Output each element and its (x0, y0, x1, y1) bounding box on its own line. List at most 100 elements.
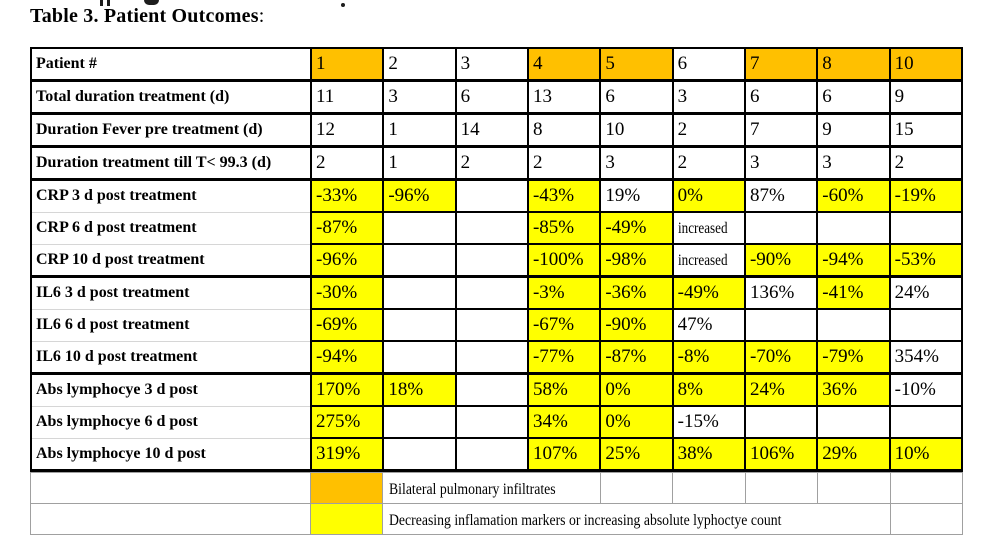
data-cell: -33% (309, 178, 385, 213)
row-label: CRP 3 d post treatment (30, 178, 312, 213)
data-cell: 7 (743, 112, 819, 148)
data-cell: 14 (454, 112, 529, 148)
data-cell: 3 (454, 47, 529, 82)
data-cell (382, 437, 457, 472)
table-row-total-duration: Total duration treatment (d) 11 3 6 13 6… (30, 79, 964, 115)
data-cell: -10% (888, 372, 964, 407)
data-cell (743, 211, 819, 245)
legend-empty-cell (672, 472, 746, 504)
table-row-crp-10d: CRP 10 d post treatment -96% -100% -98% … (30, 243, 964, 278)
data-cell (888, 405, 964, 439)
data-cell: -49% (671, 275, 746, 310)
data-cell (454, 243, 529, 278)
legend-row-orange: Bilateral pulmonary infiltrates (30, 472, 963, 504)
data-cell (382, 308, 457, 342)
legend-empty-cell (30, 472, 311, 504)
data-cell: 1 (309, 47, 385, 82)
patient-outcomes-table-container: Patient # 1 2 3 4 5 6 7 8 10 Total durat… (30, 47, 964, 535)
data-cell: 6 (743, 79, 819, 115)
yellow-swatch (309, 503, 384, 535)
table-row-crp-3d: CRP 3 d post treatment -33% -96% -43% 19… (30, 178, 964, 213)
cell-text: increased (677, 252, 728, 269)
row-label: Abs lymphocye 6 d post (30, 405, 312, 439)
data-cell: -53% (888, 243, 964, 278)
data-cell: 6 (816, 79, 891, 115)
data-cell: 24% (743, 372, 819, 407)
data-cell: 0% (671, 178, 746, 213)
clipped-text-fragment (100, 0, 103, 6)
table-title-colon: : (258, 5, 265, 27)
data-cell: 1 (382, 112, 457, 148)
data-cell: -8% (671, 340, 746, 375)
data-cell: -94% (309, 340, 385, 375)
data-cell: -41% (816, 275, 891, 310)
data-cell: 25% (599, 437, 674, 472)
data-cell: -77% (526, 340, 602, 375)
data-cell: 2 (309, 145, 385, 181)
data-cell: -79% (816, 340, 891, 375)
data-cell: -67% (526, 308, 602, 342)
legend-empty-cell (599, 472, 674, 504)
data-cell: -30% (309, 275, 385, 310)
data-cell: -69% (309, 308, 385, 342)
data-cell: -36% (599, 275, 674, 310)
data-cell (382, 405, 457, 439)
data-cell (382, 275, 457, 310)
legend-label: Bilateral pulmonary infiltrates (382, 472, 601, 504)
data-cell: -87% (599, 340, 674, 375)
data-cell (454, 275, 529, 310)
data-cell: 19% (599, 178, 674, 213)
data-cell: -3% (526, 275, 602, 310)
clipped-text-fragment (144, 0, 159, 5)
data-cell: 10 (599, 112, 674, 148)
data-cell: -49% (599, 211, 674, 245)
data-cell: 8% (671, 372, 746, 407)
data-cell: -96% (309, 243, 385, 278)
data-cell: 170% (309, 372, 385, 407)
data-cell (816, 211, 891, 245)
data-cell (454, 308, 529, 342)
data-cell (816, 405, 891, 439)
legend-table: Bilateral pulmonary infiltrates Decreasi… (30, 472, 963, 535)
legend-empty-cell (30, 503, 311, 535)
row-label: IL6 6 d post treatment (30, 308, 312, 342)
data-cell: -60% (816, 178, 891, 213)
row-label: Duration treatment till T< 99.3 (d) (30, 145, 312, 181)
data-cell: 3 (816, 145, 891, 181)
data-cell: increased (671, 211, 746, 245)
data-cell: 1 (382, 145, 457, 181)
data-cell: 10% (888, 437, 964, 472)
legend-label: Decreasing inflamation markers or increa… (382, 503, 891, 535)
row-label: CRP 6 d post treatment (30, 211, 312, 245)
row-label: Abs lymphocye 3 d post (30, 372, 312, 407)
row-label: Total duration treatment (d) (30, 79, 312, 115)
data-cell (454, 340, 529, 375)
legend-empty-cell (817, 472, 891, 504)
data-cell: 354% (888, 340, 964, 375)
data-cell: 2 (671, 145, 746, 181)
cell-text: increased (677, 220, 728, 237)
data-cell: 9 (888, 79, 964, 115)
data-cell: 11 (309, 79, 385, 115)
table-row-patient-number: Patient # 1 2 3 4 5 6 7 8 10 (30, 47, 964, 82)
data-cell (382, 211, 457, 245)
data-cell: increased (671, 243, 746, 278)
data-cell: 2 (888, 145, 964, 181)
data-cell: -94% (816, 243, 891, 278)
data-cell: 8 (816, 47, 891, 82)
data-cell: 12 (309, 112, 385, 148)
data-cell: 47% (671, 308, 746, 342)
data-cell: -87% (309, 211, 385, 245)
data-cell (382, 243, 457, 278)
table-row-il6-3d: IL6 3 d post treatment -30% -3% -36% -49… (30, 275, 964, 310)
table-row-abs-lymph-6d: Abs lymphocye 6 d post 275% 34% 0% -15% (30, 405, 964, 439)
data-cell: -85% (526, 211, 602, 245)
orange-swatch (309, 472, 384, 504)
data-cell (743, 308, 819, 342)
data-cell: 10 (888, 47, 964, 82)
table-row-abs-lymph-3d: Abs lymphocye 3 d post 170% 18% 58% 0% 8… (30, 372, 964, 407)
data-cell: 0% (599, 372, 674, 407)
data-cell: 3 (743, 145, 819, 181)
data-cell: 7 (743, 47, 819, 82)
data-cell: 6 (454, 79, 529, 115)
